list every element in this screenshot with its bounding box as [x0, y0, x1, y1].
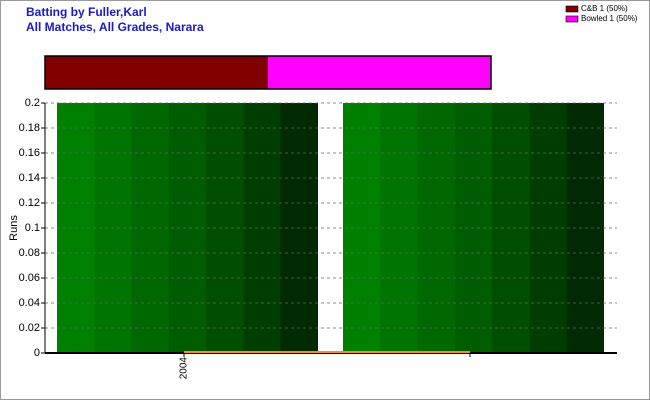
y-tick-label: 0.18	[19, 122, 40, 134]
y-tick-label: 0.16	[19, 147, 40, 159]
chart-subtitle: All Matches, All Grades, Narara	[26, 20, 204, 34]
y-tick-label: 0.08	[19, 247, 40, 259]
chart-title: Batting by Fuller,Karl	[26, 5, 147, 19]
breakdown-border	[44, 55, 492, 90]
breakdown-segment	[268, 56, 491, 89]
bar	[57, 103, 318, 353]
y-tick-label: 0.12	[19, 197, 40, 209]
y-axis-label: Runs	[8, 215, 20, 241]
legend-label: C&B 1 (50%)	[581, 4, 628, 13]
legend-swatch	[565, 15, 579, 23]
y-tick-label: 0.04	[19, 297, 40, 309]
y-tick-label: 0.1	[25, 222, 40, 234]
y-tick-label: 0.02	[19, 322, 40, 334]
x-tick-label: 2004	[179, 357, 190, 380]
y-tick-label: 0.06	[19, 272, 40, 284]
y-tick-label: 0.2	[25, 97, 40, 109]
legend-swatch	[565, 5, 579, 13]
y-tick-label: 0.14	[19, 172, 40, 184]
y-tick-label: 0	[34, 347, 40, 359]
legend-label: Bowled 1 (50%)	[581, 14, 638, 23]
breakdown-segment	[45, 56, 268, 89]
